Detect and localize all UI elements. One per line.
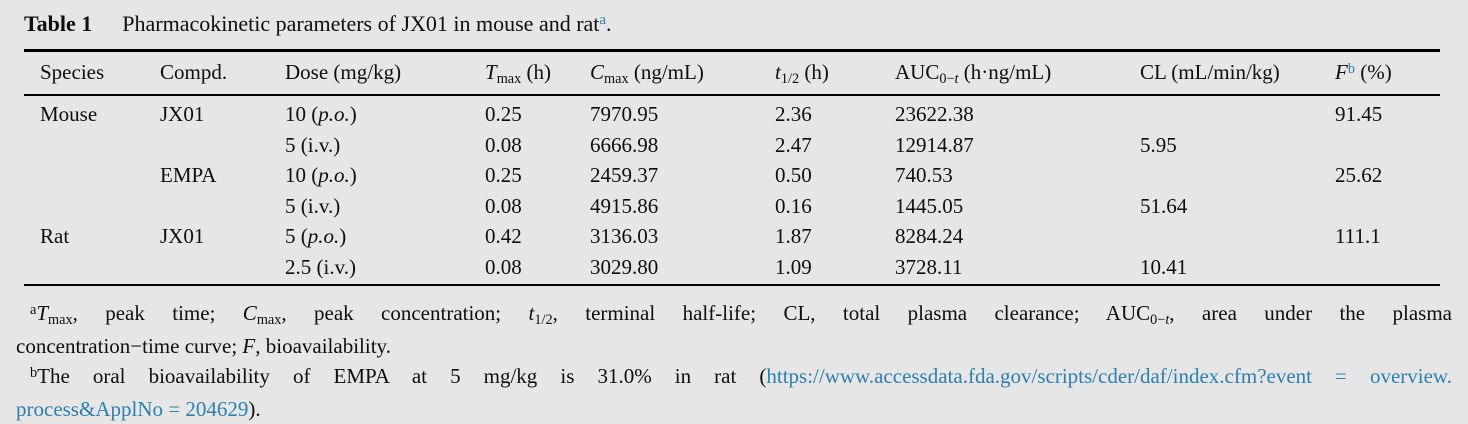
cell-auc: 1445.05 <box>895 193 964 218</box>
paper-table-page: { "colors": { "background": "#e6e6e6", "… <box>0 9 1468 421</box>
table-caption: Table 1 Pharmacokinetic parameters of JX0… <box>24 9 1440 42</box>
cell-cl: 51.64 <box>1140 193 1188 218</box>
cell-species <box>24 130 160 161</box>
cell-dose: 10 (p.o.) <box>285 102 357 126</box>
col-header-f: Fb (%) <box>1335 50 1440 96</box>
cell-f: 25.62 <box>1335 163 1383 187</box>
col-header-cl: CL (mL/min/kg) <box>1140 50 1335 96</box>
footnote-a-ref: a <box>599 12 607 29</box>
col-header-dose: Dose (mg/kg) <box>285 50 485 96</box>
table-row: 5 (i.v.) 0.08 6666.98 2.47 12914.87 5.95 <box>24 130 1440 161</box>
cell-compound: JX01 <box>160 102 205 126</box>
cell-compound <box>160 130 285 161</box>
cell-thalf: 1.09 <box>775 254 812 279</box>
cell-species <box>24 191 160 222</box>
table-row: Rat JX01 5 (p.o.) 0.42 3136.03 1.87 8284… <box>24 221 1440 252</box>
table-row: 2.5 (i.v.) 0.08 3029.80 1.09 3728.11 10.… <box>24 252 1440 286</box>
table-row: EMPA 10 (p.o.) 0.25 2459.37 0.50 740.53 … <box>24 160 1440 191</box>
cell-cmax: 2459.37 <box>590 163 659 187</box>
cell-dose: 5 (i.v.) <box>285 132 341 157</box>
cell-species <box>24 160 160 191</box>
cell-f <box>1335 191 1440 222</box>
cell-species: Mouse <box>40 102 98 126</box>
table-row: Mouse JX01 10 (p.o.) 0.25 7970.95 2.36 2… <box>24 95 1440 130</box>
cell-species: Rat <box>40 224 70 248</box>
cell-cmax: 3136.03 <box>590 224 659 248</box>
footnote-b-continued: process&ApplNo = 204629). <box>16 397 261 421</box>
cell-compound <box>160 191 285 222</box>
cell-dose: 10 (p.o.) <box>285 163 357 187</box>
fda-link[interactable]: https://www.accessdata.fda.gov/scripts/c… <box>766 364 1452 388</box>
col-header-thalf: t1/2 (h) <box>775 50 895 96</box>
col-header-cmax: Cmax (ng/mL) <box>590 50 775 96</box>
cell-dose: 5 (p.o.) <box>285 224 347 248</box>
cell-compound: EMPA <box>160 163 217 187</box>
cell-tmax: 0.08 <box>485 193 522 218</box>
cell-tmax: 0.08 <box>485 254 522 279</box>
cell-thalf: 0.50 <box>775 163 812 187</box>
cell-thalf: 2.47 <box>775 132 812 157</box>
cell-f: 91.45 <box>1335 102 1383 126</box>
cell-cl: 5.95 <box>1140 132 1177 157</box>
cell-cmax: 7970.95 <box>590 102 659 126</box>
cell-tmax: 0.25 <box>485 102 522 126</box>
cell-thalf: 0.16 <box>775 193 812 218</box>
cell-f <box>1335 252 1440 286</box>
cell-cl <box>1140 95 1335 130</box>
col-header-tmax: Tmax (h) <box>485 50 590 96</box>
cell-compound <box>160 252 285 286</box>
header-row: Species Compd. Dose (mg/kg) Tmax (h) Cma… <box>24 50 1440 96</box>
cell-cl <box>1140 160 1335 191</box>
footnote-a-continued: concentration−time curve; F, bioavailabi… <box>16 334 391 358</box>
title-period: . <box>606 11 612 36</box>
cell-auc: 23622.38 <box>895 102 974 126</box>
pk-parameters-table: Species Compd. Dose (mg/kg) Tmax (h) Cma… <box>24 49 1440 286</box>
footnote-a: aTmax, peak time; Cmax, peak concentrati… <box>30 301 1452 328</box>
cell-tmax: 0.42 <box>485 224 522 248</box>
cell-cmax: 4915.86 <box>590 193 659 218</box>
col-header-auc: AUC0−t (h·ng/mL) <box>895 50 1140 96</box>
footnotes: aTmax, peak time; Cmax, peak concentrati… <box>16 298 1452 424</box>
cell-auc: 3728.11 <box>895 254 963 279</box>
table-row: 5 (i.v.) 0.08 4915.86 0.16 1445.05 51.64 <box>24 191 1440 222</box>
footnote-b-marker: b <box>30 364 38 381</box>
cell-auc: 740.53 <box>895 163 953 187</box>
cell-tmax: 0.08 <box>485 132 522 157</box>
table-number-label: Table 1 <box>24 11 93 36</box>
footnote-b: bThe oral bioavailability of EMPA at 5 m… <box>30 364 1452 388</box>
cell-f: 111.1 <box>1335 224 1381 248</box>
cell-thalf: 1.87 <box>775 224 812 248</box>
table-title-text: Pharmacokinetic parameters of JX01 in mo… <box>122 11 600 36</box>
footnote-b-ref: b <box>1347 60 1355 77</box>
cell-f <box>1335 130 1440 161</box>
cell-cl <box>1140 221 1335 252</box>
cell-dose: 2.5 (i.v.) <box>285 254 356 279</box>
cell-cl: 10.41 <box>1140 254 1188 279</box>
cell-cmax: 6666.98 <box>590 132 659 157</box>
cell-auc: 12914.87 <box>895 132 974 157</box>
cell-thalf: 2.36 <box>775 102 812 126</box>
cell-auc: 8284.24 <box>895 224 964 248</box>
cell-tmax: 0.25 <box>485 163 522 187</box>
cell-cmax: 3029.80 <box>590 254 659 279</box>
fda-link[interactable]: process&ApplNo = 204629 <box>16 397 249 421</box>
cell-species <box>24 252 160 286</box>
cell-compound: JX01 <box>160 224 205 248</box>
footnote-a-marker: a <box>30 301 37 318</box>
col-header-compound: Compd. <box>160 50 285 96</box>
col-header-species: Species <box>24 50 160 96</box>
cell-dose: 5 (i.v.) <box>285 193 341 218</box>
